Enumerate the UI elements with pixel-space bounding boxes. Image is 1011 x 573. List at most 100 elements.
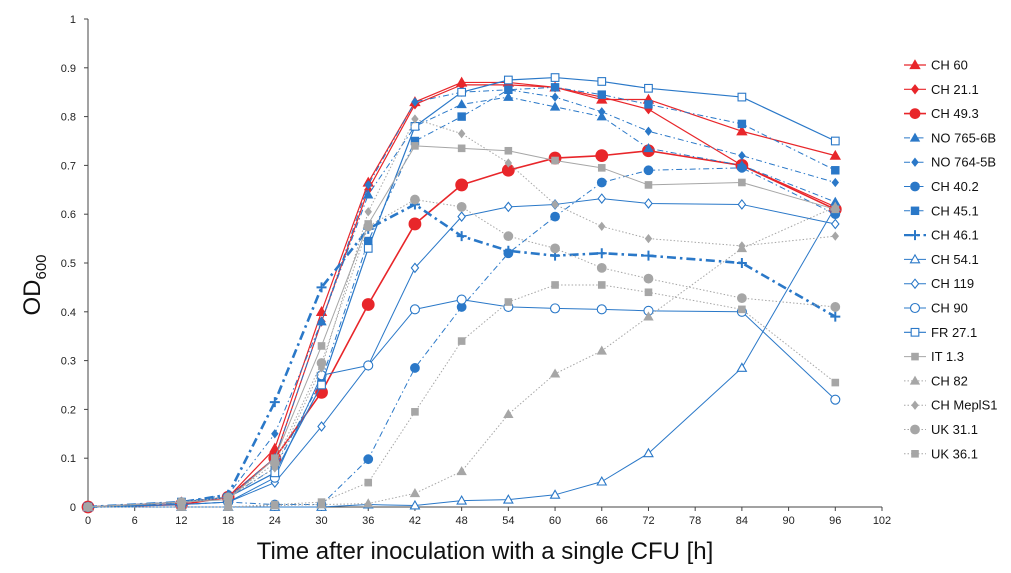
data-point-uk-36-1: [551, 281, 559, 289]
data-point-ch-90: [596, 304, 607, 315]
data-point-fr-27-1: [644, 83, 653, 93]
data-point-ch-54-1: [596, 476, 608, 486]
legend-label: IT 1.3: [931, 349, 964, 364]
data-point-uk-36-1: [831, 378, 840, 387]
data-point-ch-40-2: [363, 454, 374, 465]
data-point-fr-27-1: [317, 380, 326, 390]
y-tick-label: 0.3: [61, 356, 76, 368]
data-point-no-764-5b: [317, 316, 326, 327]
data-point-ch-119: [317, 421, 326, 432]
legend-item-ch-60: CH 60: [904, 58, 968, 73]
data-point-uk-31-1: [410, 194, 420, 205]
legend-item-no-764-5b: NO 764-5B: [904, 155, 996, 170]
data-point-uk-36-1: [644, 288, 653, 297]
legend-item-ch-54-1: CH 54.1: [904, 252, 979, 267]
data-point-ch-mepls1: [504, 158, 513, 168]
series-line-uk-36-1: [88, 284, 836, 508]
y-tick-label: 0.1: [61, 453, 76, 465]
data-point-ch-46-1: [830, 311, 841, 322]
legend-label: UK 36.1: [931, 446, 978, 461]
legend-label: CH 90: [931, 301, 968, 316]
series-line-ch-90: [87, 299, 836, 508]
data-point-no-764-5b: [598, 107, 606, 117]
legend-swatch-marker: [910, 424, 920, 435]
y-tick-label: 1: [70, 14, 76, 26]
series-ch-60: [82, 76, 841, 512]
data-point-ch-49-3: [361, 298, 375, 311]
data-point-uk-36-1: [738, 305, 746, 314]
data-point-uk-36-1: [457, 337, 466, 345]
axes: 0 6 12 18 24 30 36 42 48 54 60 66 72 78 84 90 96 102 0 0.1 0…: [61, 14, 891, 527]
data-point-no-765-6b: [363, 189, 374, 199]
x-tick-label: 102: [873, 515, 891, 527]
x-tick-label: 84: [736, 515, 748, 527]
y-tick-label: 0.6: [61, 209, 76, 221]
data-point-uk-36-1: [317, 498, 326, 506]
legend-item-fr-27-1: FR 27.1: [904, 325, 977, 340]
data-point-ch-82: [456, 466, 467, 476]
data-point-ch-90: [409, 304, 420, 315]
series-ch-54-1: [82, 201, 841, 511]
data-point-ch-40-2: [410, 363, 420, 373]
x-tick-label: 0: [85, 515, 91, 527]
data-point-fr-27-1: [830, 136, 840, 146]
legend-label: CH 49.3: [931, 106, 979, 121]
legend-label: CH 60: [931, 58, 968, 73]
data-point-ch-82: [549, 368, 561, 378]
data-point-ch-45-1: [597, 90, 606, 99]
legend-item-no-765-6b: NO 765-6B: [904, 130, 996, 145]
data-point-ch-119: [504, 201, 513, 213]
data-point-it-1-3: [644, 181, 653, 189]
data-point-uk-36-1: [224, 503, 232, 511]
legend-swatch-marker: [909, 302, 921, 314]
legend-swatch-marker: [909, 59, 921, 70]
data-point-uk-31-1: [363, 221, 374, 232]
legend-swatch-marker: [911, 157, 919, 167]
series-line-uk-31-1: [87, 199, 836, 508]
data-point-ch-mepls1: [598, 221, 606, 232]
data-point-uk-31-1: [596, 262, 607, 273]
data-point-fr-27-1: [550, 73, 560, 82]
series-line-ch-119: [87, 198, 836, 508]
series-line-ch-82: [88, 206, 836, 508]
data-point-ch-90: [456, 294, 467, 305]
x-tick-label: 54: [502, 515, 514, 527]
data-point-uk-36-1: [84, 503, 92, 511]
legend-label: UK 31.1: [931, 422, 978, 437]
data-point-ch-mepls1: [551, 199, 559, 210]
y-tick-label: 0: [70, 502, 76, 514]
legend-label: CH 45.1: [931, 203, 979, 218]
legend-swatch-marker: [910, 206, 920, 216]
x-tick-label: 18: [222, 515, 234, 527]
data-point-ch-54-1: [456, 495, 468, 505]
legend-item-ch-45-1: CH 45.1: [904, 203, 979, 218]
data-point-ch-82: [596, 345, 607, 355]
series-line-ch-60: [87, 81, 836, 508]
data-point-ch-82: [409, 488, 421, 498]
legend-swatch-marker: [909, 132, 921, 142]
data-point-ch-45-1: [457, 112, 466, 121]
legend-item-ch-49-3: CH 49.3: [904, 106, 979, 121]
legend-swatch-marker: [910, 230, 920, 241]
series-ch-90: [82, 294, 841, 513]
data-point-ch-119: [737, 199, 747, 210]
legend: CH 60 CH 21.1 CH 49.3 NO 765-6B NO 764-5B CH …: [904, 58, 997, 461]
data-point-no-764-5b: [271, 429, 279, 439]
series-line-no-764-5b: [87, 89, 836, 508]
data-point-uk-31-1: [223, 492, 234, 503]
data-point-ch-mepls1: [644, 233, 653, 244]
data-point-ch-mepls1: [364, 207, 372, 217]
data-point-ch-46-1: [736, 258, 747, 268]
data-point-ch-82: [830, 201, 841, 211]
data-point-ch-45-1: [737, 119, 747, 129]
data-point-uk-31-1: [503, 231, 514, 242]
data-point-ch-45-1: [550, 83, 560, 92]
legend-label: CH MeplS1: [931, 398, 997, 413]
data-point-ch-90: [830, 394, 841, 405]
data-point-ch-45-1: [831, 166, 840, 175]
y-axis-title-main: OD: [19, 280, 46, 316]
legend-item-ch-90: CH 90: [904, 301, 968, 316]
series-line-ch-40-2: [87, 167, 836, 508]
data-point-no-765-6b: [456, 99, 467, 109]
